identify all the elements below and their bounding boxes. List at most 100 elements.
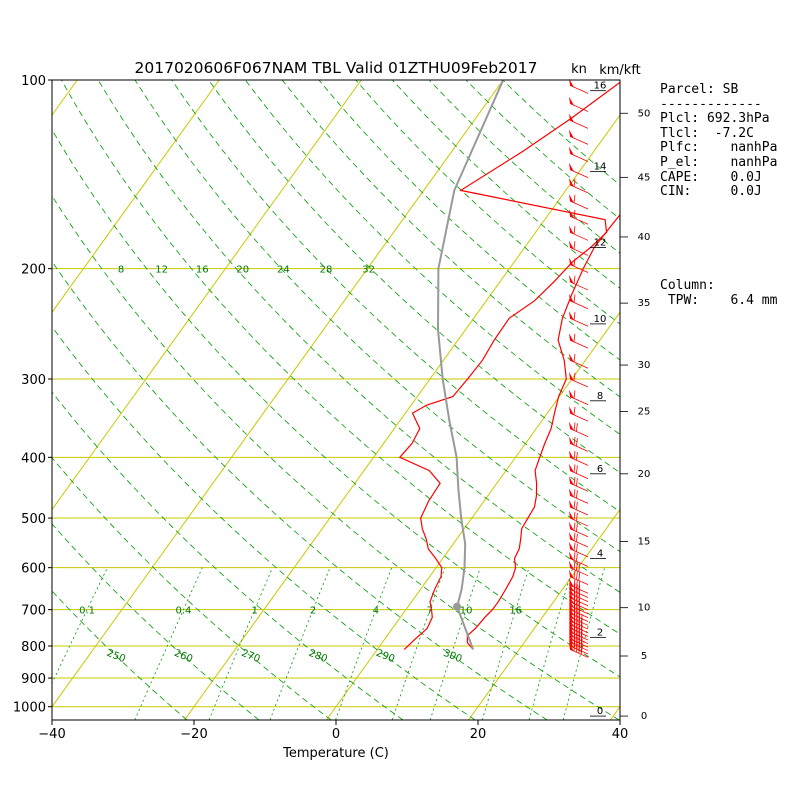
dry-adiabat-line [52,523,260,720]
km-tick-label: 0 [597,706,603,717]
wind-barb [569,541,589,558]
column-line: Column: [660,278,715,293]
wind-barb [569,372,589,388]
pressure-tick-label: 500 [21,512,46,527]
wind-barb-flag [576,465,578,474]
wind-barb-flag [573,372,576,381]
dry-adiabat-line [52,129,620,678]
wind-barb-pennant [569,511,574,521]
chart-title: 2017020606F067NAM TBL Valid 01ZTHU09Feb2… [135,59,538,77]
wind-barb-pennant [569,551,574,561]
pressure-tick-label: 1000 [13,701,46,716]
height-axis: 0 2 4 6 8 10 12 14 16 0 5 10 15 20 25 30 35 40 45 50 [590,80,650,722]
kft-tick-label: 40 [638,232,651,243]
isobar-lines [52,80,620,708]
wind-barb-pennant [569,240,574,250]
isotherm-label: 12 [155,265,168,276]
isotherm-line [326,311,620,720]
p-el-line: P_el: nanhPa [660,154,778,170]
wind-barb-pennant [569,372,574,382]
wind-barb-pennant [569,389,574,399]
dry-adiabat-line [52,260,548,720]
wind-barb-pennant [569,274,574,284]
isotherm-line [52,80,504,708]
wind-barb-pennant [569,569,574,579]
wind-barb [569,532,589,548]
wind-barb [569,162,589,178]
x-tick-label: 20 [470,727,487,742]
wind-barb-pennant [569,96,574,106]
wind-barb [569,511,589,527]
wind-barb [569,274,589,291]
mixing-ratio-label: 1 [251,606,257,617]
pressure-tick-label: 400 [21,451,46,466]
isotherm-label: 8 [118,265,124,276]
wind-barb-flag [573,489,576,498]
pressure-axis-ticks: 100 200 300 400 500 600 700 800 900 1000 [13,74,52,716]
wind-barb [569,560,589,577]
wind-barb [569,353,589,369]
wind-barb [569,333,589,349]
pressure-tick-label: 100 [21,74,46,89]
dry-adiabat-line [52,391,404,720]
wind-barb-flag [573,437,576,446]
wind-barb-pennant [569,532,574,542]
wind-barb [569,225,589,241]
wind-barb [569,389,589,405]
wind-barb-pennant [569,578,574,588]
isotherm-label: 24 [277,265,290,276]
wind-barb-pennant [569,421,574,431]
kft-tick-label: 10 [638,603,651,614]
x-axis-label: Temperature (C) [282,746,389,761]
isotherm-lines [52,80,620,720]
wind-barb-pennant [569,209,574,219]
wind-barb-flag [573,210,576,219]
mixing-ratio-label: 7 [427,606,433,617]
wind-barb-flag [573,422,576,431]
wind-barb-pennant [569,476,574,486]
mixing-ratio-line [481,567,530,720]
wind-barb [569,311,589,327]
km-tick-label: 8 [597,391,603,402]
wind-barb-pennant [569,541,574,551]
wind-barb [569,96,589,112]
wind-barb [569,146,589,162]
km-tick-label: 2 [597,627,603,638]
x-tick-label: 40 [612,727,629,742]
wind-barb-flag [573,500,576,509]
wind-barb-flag [573,353,576,363]
wind-barb [569,476,589,492]
wind-barb-flag [573,178,576,187]
kft-tick-label: 15 [638,537,651,548]
wind-barb-pennant [569,499,574,509]
column-info-panel: Column: TPW: 6.4 mm [660,278,777,308]
wind-barb-pennant [569,257,574,267]
wind-barb-pennant [569,113,574,123]
wind-barb-flag [578,572,581,581]
plfc-line: Plfc: nanhPa [660,140,778,156]
wind-barb-pennant [569,78,574,88]
pressure-tick-label: 600 [21,562,46,577]
wind-barb-flag [578,581,581,590]
kft-tick-label: 0 [641,711,647,722]
wind-barb-flag [573,552,576,561]
wind-barb-flag [573,406,576,415]
wind-barbs [569,78,589,658]
isotherm-label: 32 [362,265,375,276]
wind-barb-flag [573,542,576,551]
pressure-tick-label: 700 [21,604,46,619]
wind-barb [569,240,589,256]
wind-barb-flag [576,562,578,571]
wind-barb-flag [576,571,578,580]
wind-barb [569,406,589,422]
wind-barb [569,436,589,452]
wind-barb-pennant [569,353,574,363]
wind-barb-flag [573,451,576,460]
wind-barb [569,177,589,194]
wind-barb-flag [573,241,576,250]
wind-barb-pennant [569,225,574,235]
mixing-ratio-label: 4 [373,606,379,617]
wind-barb-flag [573,311,576,321]
wind-barb [569,551,589,567]
